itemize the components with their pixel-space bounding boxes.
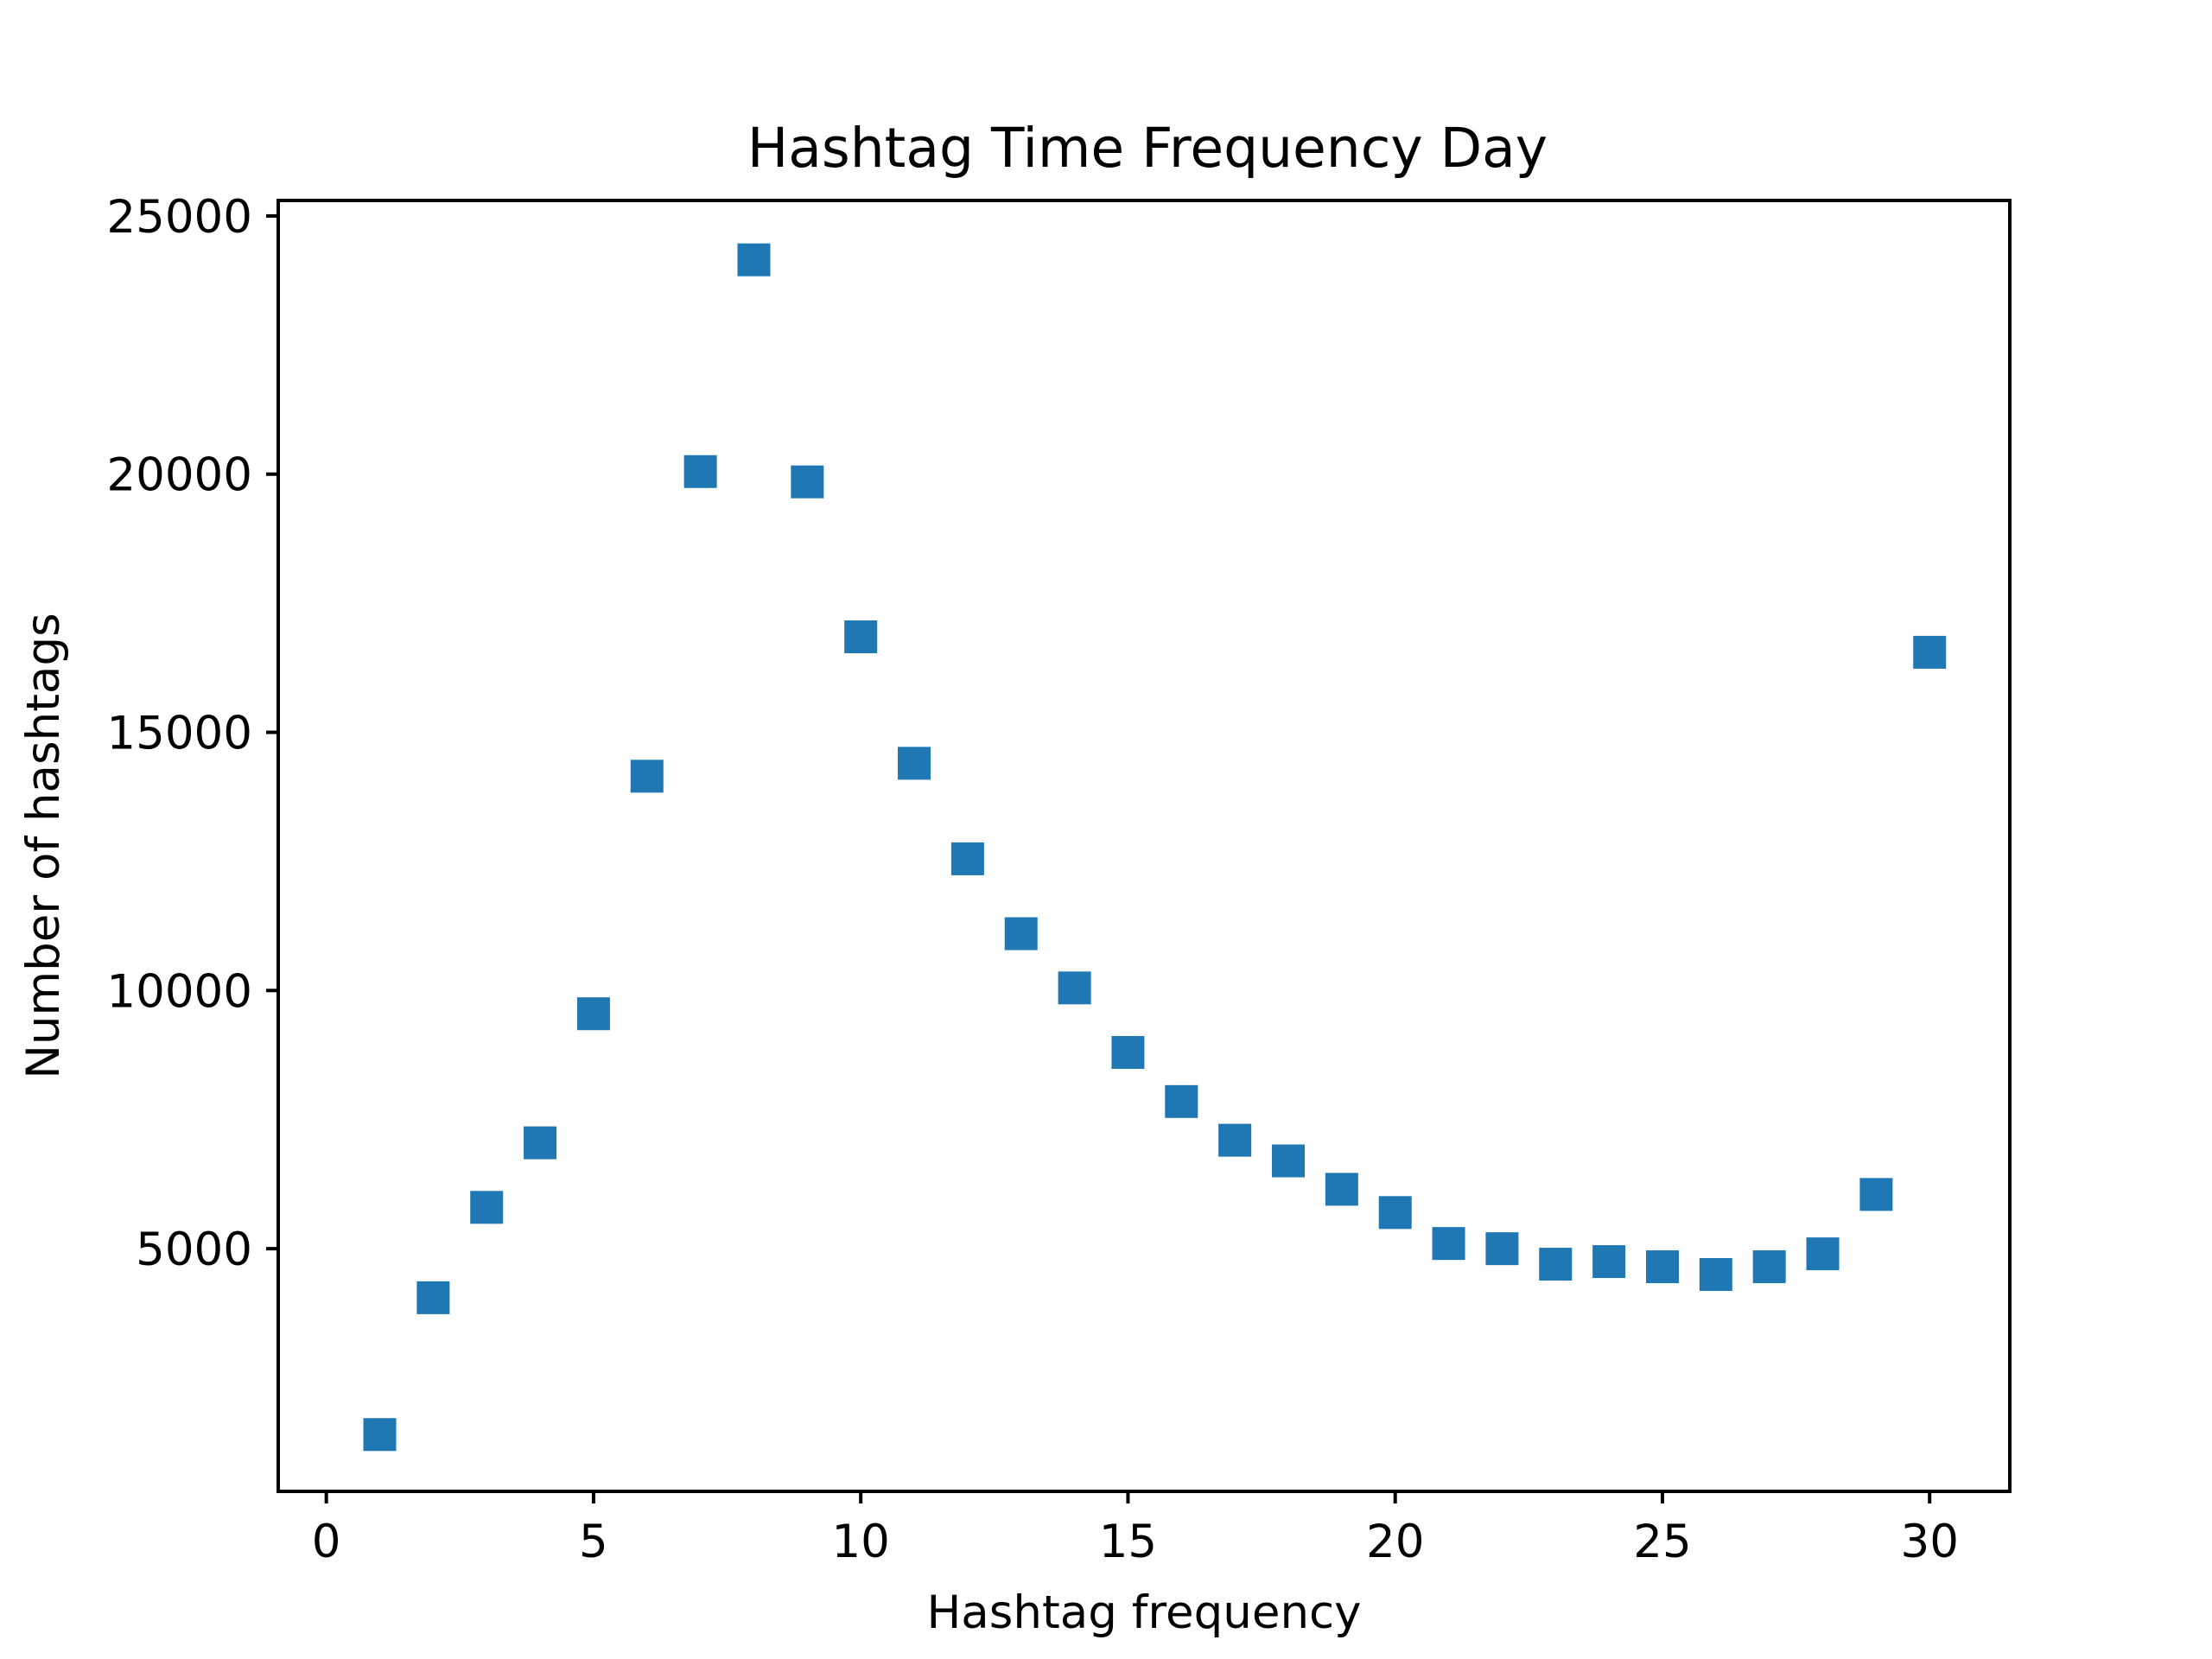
chart-title: Hashtag Time Frequency Day (747, 117, 1548, 180)
data-point (950, 842, 984, 875)
y-tick-label: 10000 (106, 965, 252, 1018)
x-tick-label: 10 (831, 1516, 889, 1568)
data-point (1378, 1196, 1412, 1230)
data-point (1165, 1084, 1198, 1118)
data-point (416, 1281, 450, 1314)
x-tick-label: 25 (1633, 1516, 1691, 1568)
data-point (1004, 917, 1038, 950)
data-point (1432, 1227, 1465, 1261)
x-tick-label: 5 (579, 1516, 608, 1568)
data-point (1272, 1144, 1305, 1178)
data-point (898, 747, 931, 780)
data-point (1752, 1250, 1786, 1284)
data-point (1485, 1232, 1519, 1266)
data-point (576, 997, 610, 1031)
plot-area (276, 199, 2012, 1493)
y-axis-label: Number of hashtags (17, 613, 70, 1078)
y-tick-label: 20000 (106, 449, 252, 502)
x-tick-label: 30 (1900, 1516, 1958, 1568)
data-point (363, 1418, 397, 1452)
x-axis-label: Hashtag frequency (926, 1586, 1361, 1639)
data-points (363, 243, 1947, 1452)
y-tick-label: 15000 (106, 708, 252, 760)
data-point (1645, 1250, 1679, 1284)
x-tick-label: 15 (1099, 1516, 1157, 1568)
data-point (630, 760, 664, 793)
x-tick-label: 20 (1366, 1516, 1424, 1568)
data-point (1058, 971, 1091, 1005)
data-point (1539, 1248, 1573, 1281)
y-tick-label: 5000 (136, 1224, 252, 1276)
data-point (1913, 635, 1947, 669)
data-point (844, 620, 878, 653)
data-point (524, 1126, 557, 1160)
x-tick-label: 0 (312, 1516, 341, 1568)
data-point (683, 454, 717, 488)
x-axis: 0 5 10 15 20 25 30 (312, 1491, 1959, 1568)
y-axis: 5000 10000 15000 20000 25000 (106, 191, 278, 1276)
data-point (1111, 1036, 1145, 1070)
data-point (470, 1191, 504, 1224)
data-point (737, 243, 771, 276)
y-tick-label: 25000 (106, 191, 252, 244)
data-point (1699, 1258, 1732, 1292)
data-point (1592, 1245, 1626, 1279)
data-point (1325, 1173, 1358, 1206)
data-point (1218, 1123, 1252, 1157)
data-point (791, 465, 824, 499)
data-point (1806, 1237, 1840, 1271)
data-point (1859, 1178, 1893, 1211)
